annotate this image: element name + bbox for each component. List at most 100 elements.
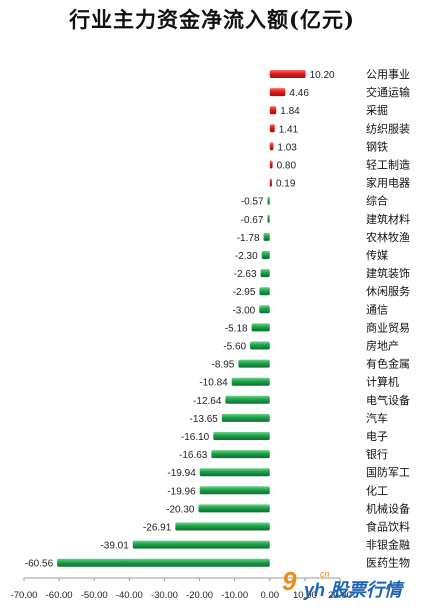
bar-16 — [250, 341, 270, 350]
bar-17 — [238, 359, 270, 368]
bar-7 — [269, 178, 272, 187]
value-labels-group: 10.204.46 1.84 1.41 1.03 0.80 0.19 -0.57 -0.67 -… — [25, 70, 335, 570]
bar-18 — [231, 377, 270, 386]
category-label-21: 电子 — [366, 430, 388, 443]
bar-19 — [225, 395, 270, 404]
value-label-23: -19.94 — [167, 468, 196, 479]
bar-22 — [211, 450, 270, 459]
category-label-3: 采掘 — [366, 103, 388, 117]
bar-5 — [269, 142, 274, 151]
value-label-26: -26.91 — [143, 523, 172, 534]
value-label-7: 0.19 — [276, 179, 296, 190]
value-label-13: -2.95 — [233, 287, 256, 298]
value-label-2: 4.46 — [289, 88, 309, 99]
category-label-9: 建筑材料 — [366, 212, 410, 226]
bars-group — [57, 70, 306, 567]
bar-6 — [269, 160, 273, 169]
category-label-10: 农林牧渔 — [366, 230, 410, 244]
bar-24 — [199, 486, 270, 495]
value-label-6: 0.80 — [277, 161, 297, 172]
x-tick-label: -60.00 — [46, 590, 73, 601]
watermark-logo-letter: 9 — [282, 566, 297, 596]
value-label-22: -16.63 — [179, 450, 208, 461]
value-label-25: -20.30 — [166, 504, 195, 515]
category-label-5: 钢铁 — [366, 140, 388, 153]
x-tick-label: 0.00 — [261, 590, 280, 601]
bar-23 — [199, 468, 270, 477]
x-tick-label: -30.00 — [151, 590, 178, 601]
watermark-domain-hint: cn — [320, 569, 330, 579]
x-tick-label: -20.00 — [186, 590, 213, 601]
value-label-17: -8.95 — [212, 360, 235, 371]
watermark-logo: 9 cn yh 股票行情 — [282, 566, 422, 606]
value-label-1: 10.20 — [310, 70, 335, 81]
value-label-21: -16.10 — [181, 432, 210, 443]
watermark-brand-text: yh 股票行情 — [304, 580, 403, 600]
category-label-24: 化工 — [366, 483, 388, 497]
category-label-27: 非银金融 — [366, 538, 410, 552]
value-label-11: -2.30 — [235, 251, 258, 262]
bar-10 — [263, 232, 270, 241]
value-label-12: -2.63 — [234, 269, 257, 280]
x-axis: -70.00 -60.00 -50.00 -40.00 -30.00 -20.00 -10.… — [11, 577, 352, 601]
bar-28 — [57, 558, 270, 567]
bar-2 — [269, 88, 286, 97]
category-label-12: 建筑装饰 — [366, 266, 410, 280]
value-label-3: 1.84 — [280, 106, 300, 117]
bar-11 — [261, 251, 270, 259]
bar-25 — [198, 504, 270, 513]
category-label-2: 交通运输 — [366, 85, 410, 99]
value-label-8: -0.57 — [241, 197, 264, 208]
value-label-9: -0.67 — [241, 215, 264, 226]
x-tick-label: -40.00 — [116, 590, 143, 601]
category-label-6: 轻工制造 — [366, 158, 410, 172]
category-label-25: 机械设备 — [366, 501, 410, 515]
value-label-15: -5.18 — [225, 323, 248, 334]
bar-1 — [269, 70, 306, 78]
category-label-1: 公用事业 — [366, 68, 410, 81]
value-label-18: -10.84 — [199, 378, 228, 389]
value-label-4: 1.41 — [279, 124, 299, 135]
x-tick-label: 10.00 — [293, 590, 317, 601]
category-label-7: 家用电器 — [366, 176, 410, 190]
bar-27 — [132, 540, 270, 549]
bar-14 — [259, 305, 270, 314]
category-label-8: 综合 — [366, 194, 388, 208]
bar-9 — [267, 214, 270, 223]
value-label-24: -19.96 — [167, 486, 196, 497]
value-label-28: -60.56 — [25, 559, 54, 570]
category-label-11: 传媒 — [366, 249, 388, 262]
bar-4 — [269, 124, 275, 133]
category-label-23: 国防军工 — [366, 465, 410, 479]
category-label-14: 通信 — [366, 303, 388, 316]
category-label-17: 有色金属 — [366, 357, 410, 371]
bar-26 — [175, 522, 270, 531]
category-label-4: 纺织服装 — [366, 121, 410, 135]
category-label-18: 计算机 — [366, 375, 399, 389]
value-label-10: -1.78 — [237, 233, 260, 244]
value-label-27: -39.01 — [100, 541, 129, 552]
category-label-19: 电气设备 — [366, 393, 410, 407]
bar-21 — [213, 432, 270, 440]
category-label-16: 房地产 — [366, 339, 399, 353]
bar-20 — [221, 413, 270, 422]
category-label-13: 休闲服务 — [366, 284, 410, 298]
x-tick-label: -50.00 — [81, 590, 108, 601]
x-tick-label: -10.00 — [221, 590, 248, 601]
chart-title: 行业主力资金净流入额(亿元) — [69, 7, 355, 32]
x-tick-label: -70.00 — [11, 590, 38, 601]
value-label-19: -12.64 — [193, 396, 222, 407]
category-label-26: 食品饮料 — [366, 520, 410, 534]
value-label-16: -5.60 — [223, 342, 246, 353]
value-label-14: -3.00 — [232, 305, 255, 316]
bar-12 — [260, 269, 270, 278]
category-label-22: 银行 — [366, 447, 388, 461]
category-label-20: 汽车 — [366, 411, 388, 425]
bar-15 — [251, 323, 270, 332]
bar-13 — [259, 287, 270, 296]
value-label-5: 1.03 — [277, 142, 297, 153]
bar-3 — [269, 106, 277, 115]
x-tick-label: 20.00 — [328, 590, 352, 601]
value-label-20: -13.65 — [189, 414, 218, 425]
